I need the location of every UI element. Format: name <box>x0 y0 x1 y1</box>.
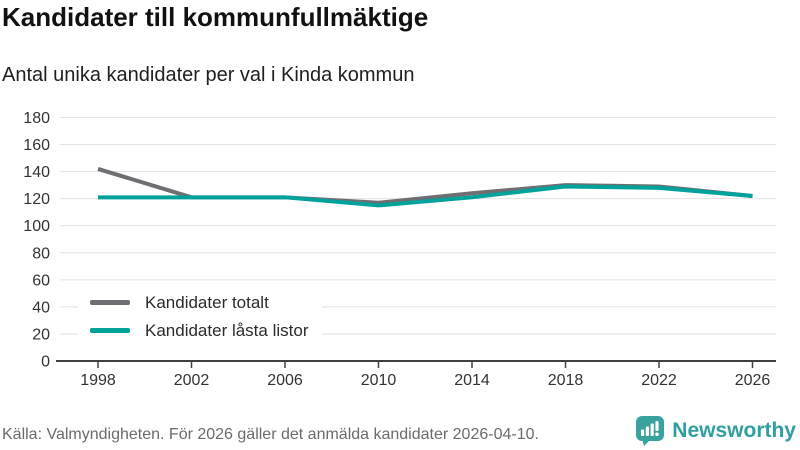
x-tick-label: 2002 <box>174 372 210 389</box>
y-tick-label: 100 <box>23 218 50 235</box>
newsworthy-logo-icon <box>636 416 665 446</box>
y-tick-label: 120 <box>23 191 50 208</box>
source-note: Källa: Valmyndigheten. För 2026 gäller d… <box>2 426 539 443</box>
x-tick-label: 2014 <box>454 372 490 389</box>
y-tick-label: 180 <box>23 110 50 127</box>
y-tick-label: 60 <box>32 272 50 289</box>
x-tick-label: 2006 <box>267 372 303 389</box>
x-tick-label: 2022 <box>641 372 677 389</box>
brand-lockup: Newsworthy <box>635 415 796 446</box>
x-tick-label: 2026 <box>735 372 771 389</box>
chart-legend: Kandidater totalt Kandidater låsta listo… <box>78 287 323 348</box>
x-tick-label: 2018 <box>548 372 584 389</box>
x-tick-label: 1998 <box>80 372 116 389</box>
chart-title: Kandidater till kommunfullmäktige <box>2 2 429 32</box>
legend-item-totalt: Kandidater totalt <box>90 292 308 313</box>
y-tick-label: 20 <box>32 326 50 343</box>
y-tick-label: 160 <box>23 137 50 154</box>
x-tick-label: 2010 <box>361 372 397 389</box>
legend-label-lasta-listor: Kandidater låsta listor <box>145 320 309 340</box>
legend-swatch-lasta-listor <box>90 328 130 333</box>
series-line-lasta-listor <box>98 184 753 208</box>
legend-swatch-totalt <box>90 300 130 305</box>
y-tick-label: 80 <box>32 245 50 262</box>
y-tick-label: 0 <box>41 354 50 371</box>
y-tick-label: 40 <box>32 299 50 316</box>
brand-name: Newsworthy <box>672 418 796 442</box>
chart-subtitle: Antal unika kandidater per val i Kinda k… <box>2 64 415 86</box>
y-tick-label: 140 <box>23 164 50 181</box>
footer: Källa: Valmyndigheten. För 2026 gäller d… <box>0 412 800 450</box>
legend-label-totalt: Kandidater totalt <box>145 292 269 312</box>
legend-item-lasta-listor: Kandidater låsta listor <box>90 320 308 341</box>
